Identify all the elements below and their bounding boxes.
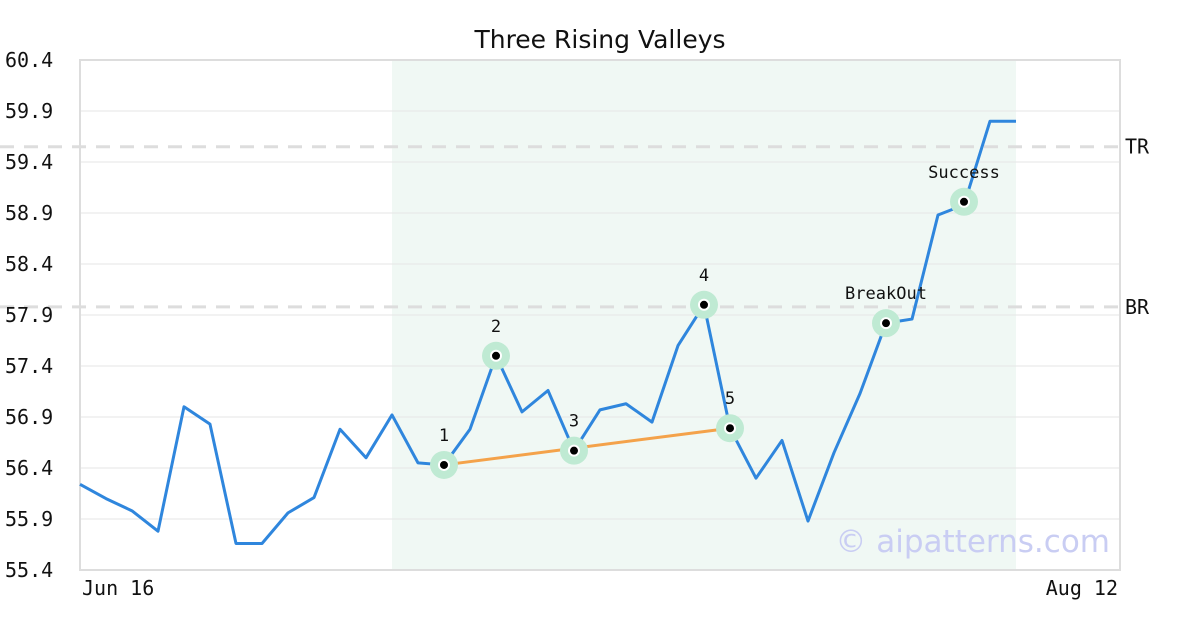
level-label-tr: TR [1125, 135, 1150, 159]
y-tick-label: 57.4 [5, 354, 53, 378]
y-tick-label: 56.4 [5, 456, 53, 480]
point-label: 4 [699, 266, 709, 286]
point-label: 3 [569, 412, 579, 432]
point-label: 1 [439, 426, 449, 446]
y-axis-ticks: 60.4 59.9 59.4 58.9 58.4 57.9 57.4 56.9 56.4 55.9… [5, 48, 53, 582]
point-label: BreakOut [845, 284, 927, 304]
y-tick-label: 60.4 [5, 48, 53, 72]
y-tick-label: 59.4 [5, 150, 53, 174]
y-tick-label: 55.9 [5, 507, 53, 531]
y-tick-label: 57.9 [5, 303, 53, 327]
y-tick-label: 58.4 [5, 252, 53, 276]
point-marker [490, 349, 502, 362]
point-marker [698, 298, 710, 311]
price-series [79, 119, 1016, 545]
point-marker [724, 422, 736, 435]
point-label: 5 [725, 389, 735, 409]
level-lines: TR BR [0, 135, 1150, 319]
point-marker [438, 458, 450, 471]
level-label-br: BR [1125, 295, 1150, 319]
pattern-points: 1 2 3 4 5 BreakOut Success [430, 163, 1000, 479]
point-label: 2 [491, 317, 501, 337]
point-label: Success [928, 163, 1000, 183]
point-marker [958, 195, 970, 208]
y-tick-label: 58.9 [5, 201, 53, 225]
x-label-end: Aug 12 [1046, 576, 1118, 600]
x-label-start: Jun 16 [82, 576, 154, 600]
point-marker [568, 444, 580, 457]
y-tick-label: 56.9 [5, 405, 53, 429]
y-tick-label: 59.9 [5, 99, 53, 123]
y-tick-label: 55.4 [5, 558, 53, 582]
grid-lines [80, 110, 1120, 520]
chart-title: Three Rising Valleys [473, 25, 725, 54]
series-line [79, 119, 1016, 545]
plot-frame [79, 59, 1121, 571]
watermark: © aipatterns.com [835, 524, 1110, 560]
point-marker [880, 317, 892, 330]
